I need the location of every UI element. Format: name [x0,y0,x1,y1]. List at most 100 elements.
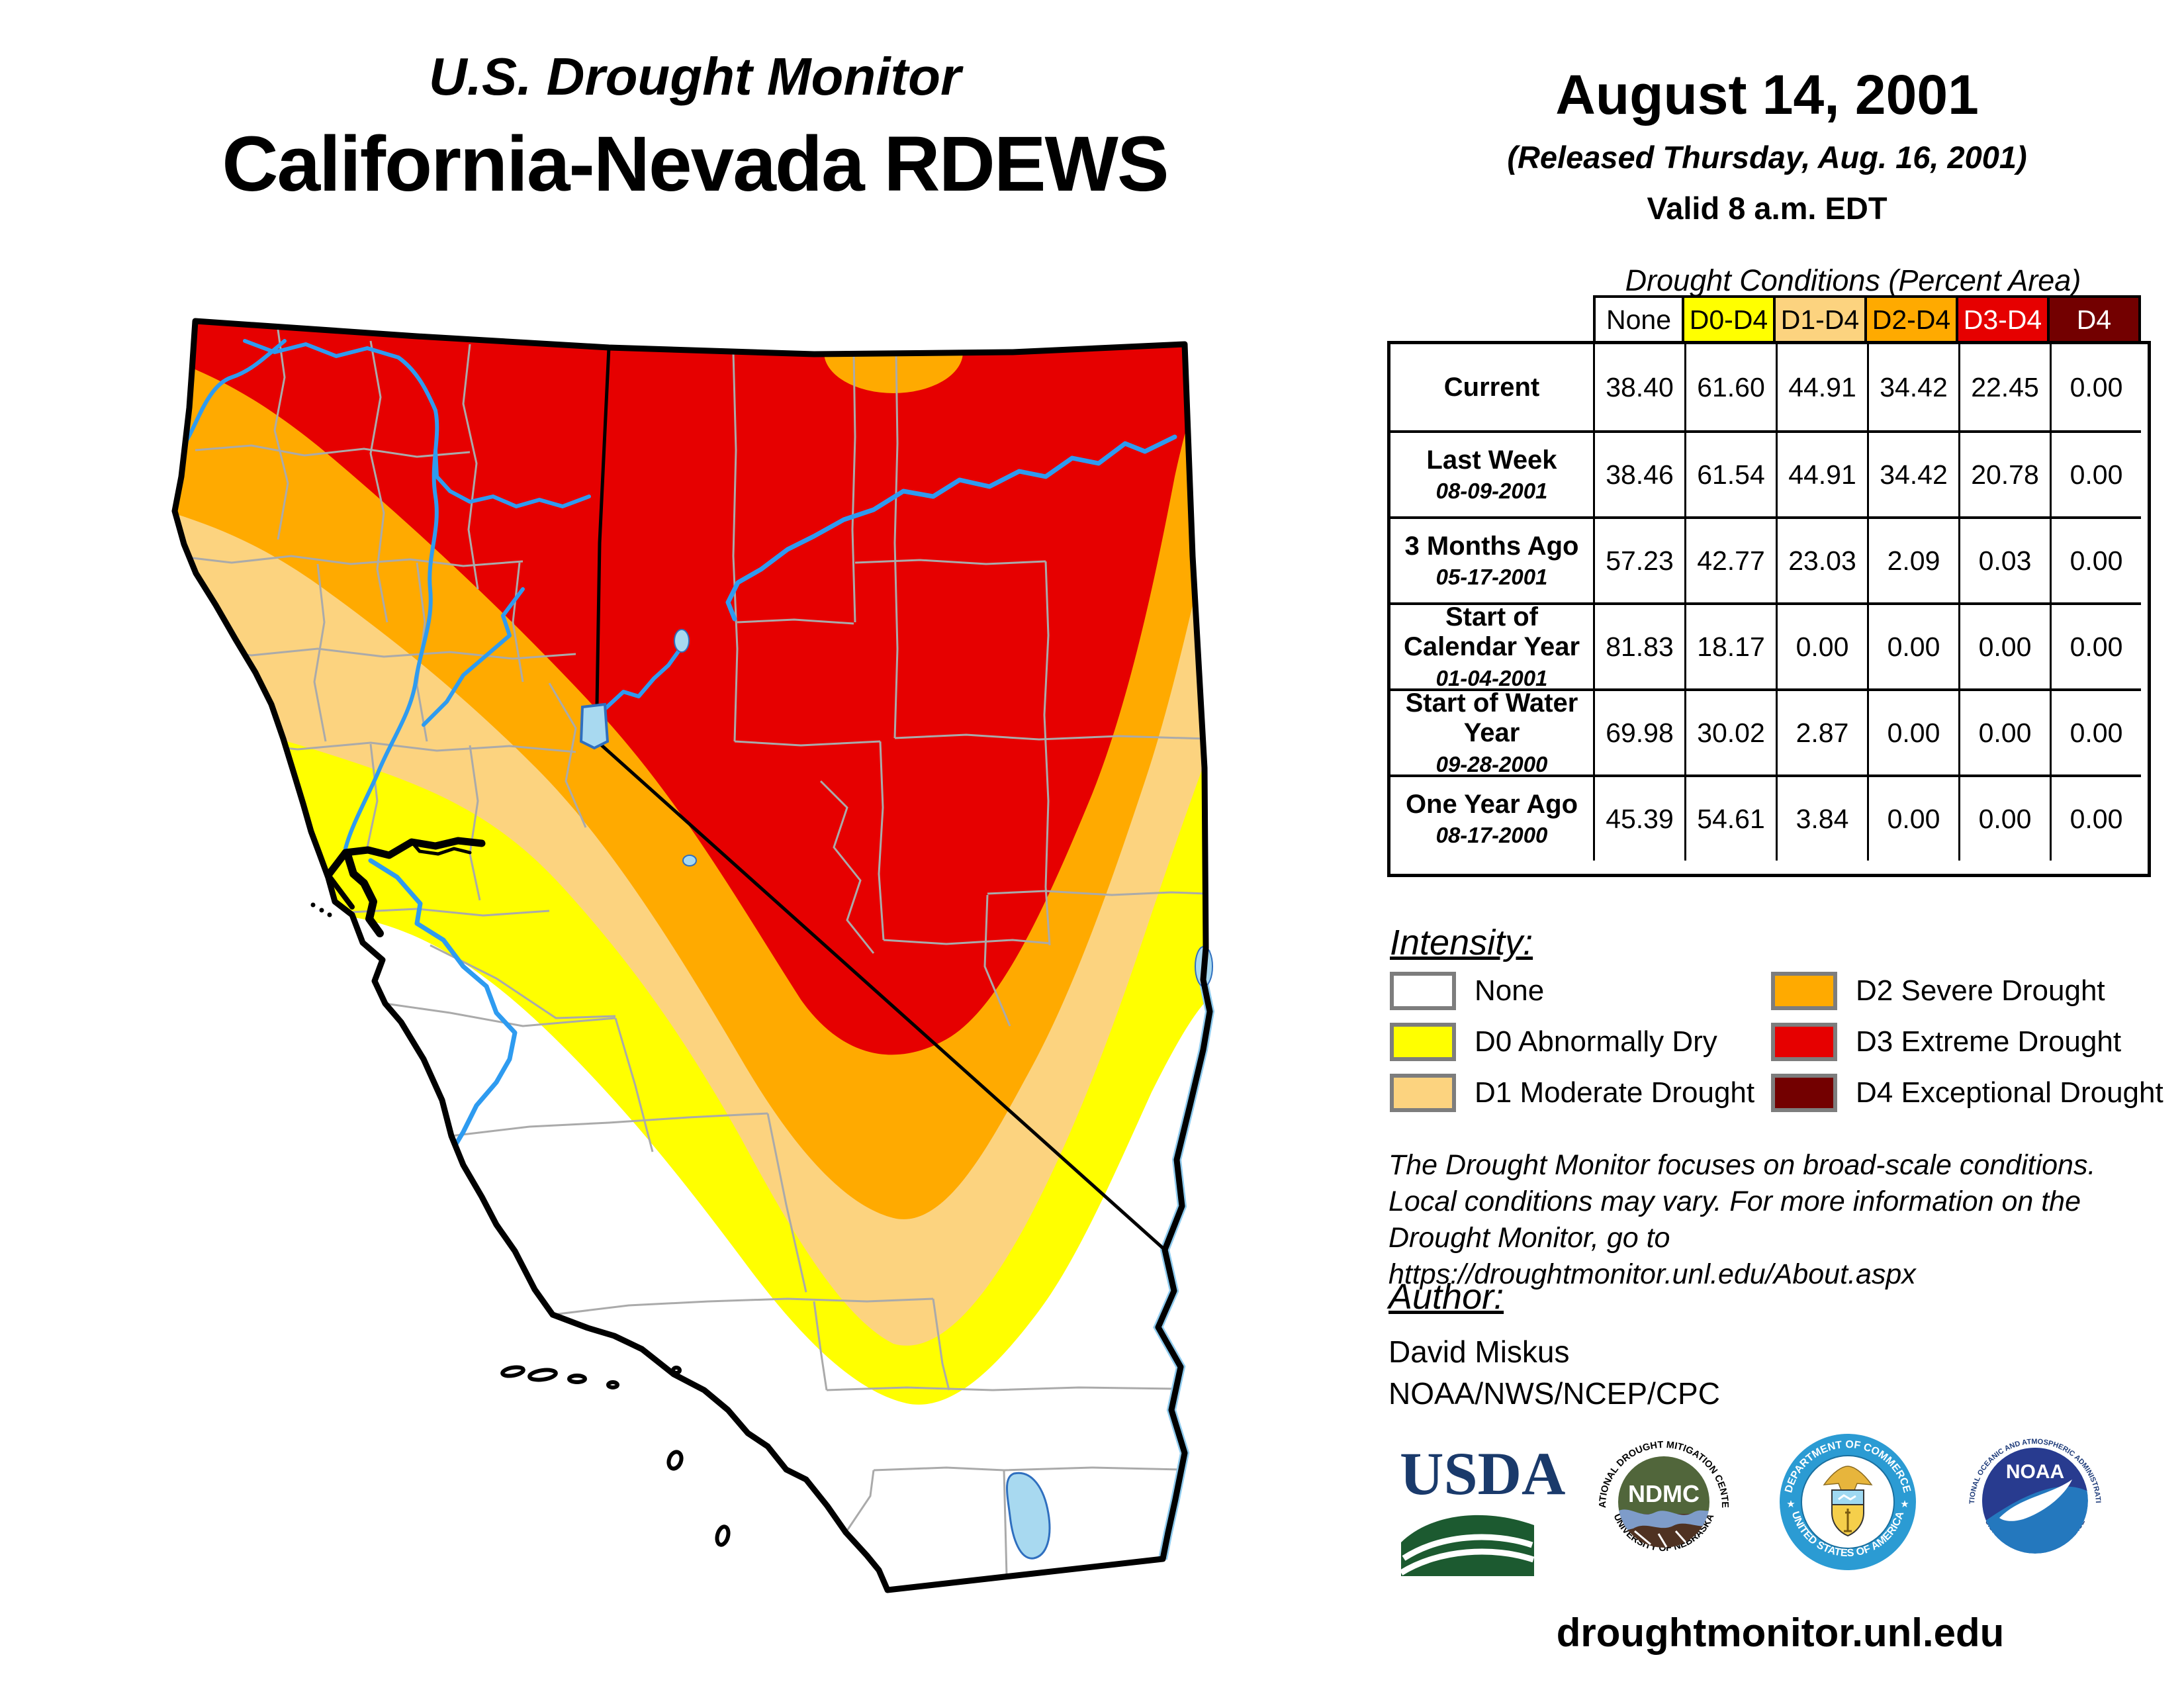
column-header-d3: D3-D4 [1958,295,2050,344]
author-heading: Author: [1388,1277,1504,1317]
table-cell: 34.42 [1867,344,1958,430]
table-corner-spacer [1390,295,1593,344]
usda-field-icon [1399,1515,1535,1576]
table-cell: 0.00 [2050,774,2141,861]
table-cell: 0.00 [1958,602,2050,688]
rivers [179,339,1177,1151]
table-cell: 30.02 [1684,688,1776,774]
pit-river-east [433,448,591,508]
legend-item-d3: D3 Extreme Drought [1771,1023,2121,1061]
column-header-d4: D4 [2050,295,2141,344]
sf-bay [324,837,486,937]
author-name: David Miskus [1388,1335,1570,1369]
row-label: Start of Water Year 09-28-2000 [1390,688,1593,776]
table-cell: 0.00 [1867,688,1958,774]
column-header-d2: D2-D4 [1867,295,1958,344]
valid-time: Valid 8 a.m. EDT [1647,191,1888,226]
table-cell: 34.42 [1867,430,1958,516]
table-cell: 0.00 [2050,602,2141,688]
table-cell: 44.91 [1776,344,1867,430]
ca-nv-border-diagonal [600,743,1166,1251]
table-cell: 38.46 [1593,430,1684,516]
released-date: (Released Thursday, Aug. 16, 2001) [1507,140,2027,175]
drought-bands [175,321,1210,1590]
table-cell: 45.39 [1593,774,1684,861]
legend-item-d2: D2 Severe Drought [1771,972,2105,1010]
map-date: August 14, 2001 [1555,64,1979,126]
farallon-islands [310,902,332,917]
legend-item-d4: D4 Exceptional Drought [1771,1074,2163,1112]
legend-swatch-d1 [1390,1074,1456,1112]
author-org: NOAA/NWS/NCEP/CPC [1388,1376,1720,1411]
table-cell: 3.84 [1776,774,1867,861]
feather-river [422,587,525,727]
county-lines [175,329,1206,1576]
salton-sea [1006,1472,1051,1560]
table-title: Drought Conditions (Percent Area) [1625,263,2081,297]
row-label: One Year Ago 08-17-2000 [1390,774,1593,861]
table-cell: 0.00 [1958,774,2050,861]
ndmc-logo: NATIONAL DROUGHT MITIGATION CENTER UNIVE… [1596,1434,1732,1570]
channel-islands [500,1365,731,1547]
table-cell: 61.54 [1684,430,1776,516]
pit-river [243,339,437,412]
lake-tahoe [579,702,610,750]
pyramid-lake [674,629,690,653]
table-cell: 0.03 [1958,516,2050,602]
state-outline [171,318,1213,1593]
legend-swatch-d3 [1771,1023,1837,1061]
san-joaquin-river [368,858,518,1151]
table-cell: 38.40 [1593,344,1684,430]
table-cell: 22.45 [1958,344,2050,430]
table-cell: 57.23 [1593,516,1684,602]
table-cell: 2.09 [1867,516,1958,602]
table-cell: 20.78 [1958,430,2050,516]
column-header-none: None [1593,295,1684,344]
doc-eagle-shield-icon [1823,1466,1873,1537]
sacramento-river [343,408,439,851]
title-block: U.S. Drought Monitor California-Nevada R… [152,46,1238,209]
table-cell: 0.00 [2050,430,2141,516]
table-cell: 0.00 [2050,516,2141,602]
noaa-seal: NATIONAL OCEANIC AND ATMOSPHERIC ADMINIS… [1965,1430,2105,1571]
svg-text:★: ★ [1786,1499,1795,1510]
table-cell: 2.87 [1776,688,1867,774]
table-cell: 54.61 [1684,774,1776,861]
legend-swatch-d4 [1771,1074,1837,1112]
column-header-d1: D1-D4 [1776,295,1867,344]
table-cell: 23.03 [1776,516,1867,602]
legend-item-d0: D0 Abnormally Dry [1390,1023,1717,1061]
truckee-river [604,647,682,710]
program-title: U.S. Drought Monitor [428,47,962,106]
legend-item-d1: D1 Moderate Drought [1390,1074,1754,1112]
band-d3 [175,321,1210,1055]
table-cell: 0.00 [1958,688,2050,774]
row-label: Last Week 08-09-2001 [1390,430,1593,516]
svg-text:★: ★ [1900,1499,1909,1510]
noaa-logo-text: NOAA [2006,1461,2064,1483]
disclaimer-text: The Drought Monitor focuses on broad-sca… [1388,1149,2096,1290]
table-cell: 0.00 [1867,602,1958,688]
row-label: Current [1443,372,1540,402]
table-cell: 61.60 [1684,344,1776,430]
table-cell: 81.83 [1593,602,1684,688]
usda-logo: USDA [1399,1443,1565,1581]
humboldt-river [725,434,1177,622]
legend-title: Intensity: [1390,923,1533,962]
mono-lake [682,855,697,867]
legend-swatch-d0 [1390,1023,1456,1061]
table-cell: 0.00 [1776,602,1867,688]
column-header-d0: D0-D4 [1684,295,1776,344]
ndmc-logo-text: NDMC [1628,1480,1700,1507]
noaa-emblem: NOAA [1982,1448,2088,1554]
table-cell: 44.91 [1776,430,1867,516]
table-cell: 69.98 [1593,688,1684,774]
ca-nv-drought-map [171,318,1215,1593]
table-cell: 42.77 [1684,516,1776,602]
table-cell: 0.00 [2050,344,2141,430]
region-title: California-Nevada RDEWS [222,120,1169,208]
table-cell: 0.00 [2050,688,2141,774]
table-cell: 0.00 [1867,774,1958,861]
table-cell: 18.17 [1684,602,1776,688]
